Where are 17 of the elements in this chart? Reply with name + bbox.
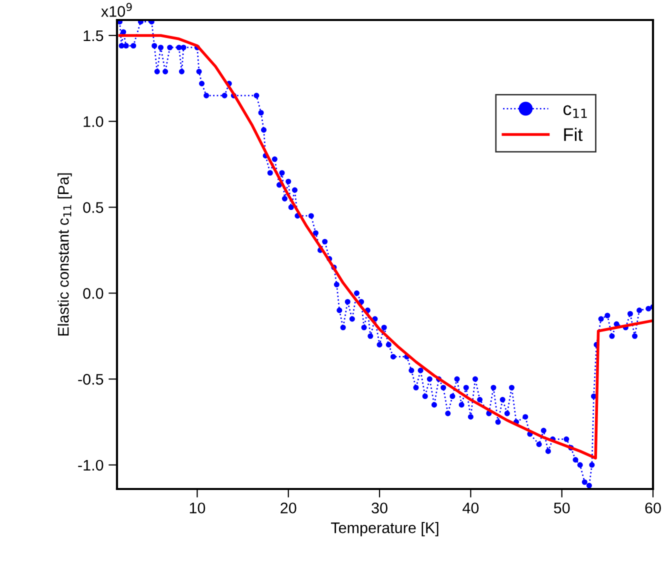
x-tick-label: 10 xyxy=(190,502,206,514)
y-tick-label: -0.5 xyxy=(78,374,104,385)
y-tick-label: 1.5 xyxy=(84,30,104,42)
y-tick-label: 0.0 xyxy=(83,288,104,299)
y-axis-title: Elastic constant c$_{11}$ [Pa] xyxy=(58,173,72,336)
text: x10$^{9}$ xyxy=(101,2,132,17)
legend-label: Fit xyxy=(564,128,583,141)
y-tick-label: 1.0 xyxy=(84,116,104,128)
x-axis-title: Temperature [K] xyxy=(331,522,438,536)
y-tick-label: 0.5 xyxy=(83,202,104,213)
x-tick-label: 20 xyxy=(280,502,296,514)
x-tick-label: 50 xyxy=(554,502,570,514)
x-tick-label: 60 xyxy=(645,502,661,514)
x-tick-label: 40 xyxy=(462,502,479,514)
legend-label: c$_{11}$ xyxy=(563,105,587,118)
x-tick-label: 30 xyxy=(372,502,388,514)
y-tick-label: -1.0 xyxy=(78,460,104,471)
